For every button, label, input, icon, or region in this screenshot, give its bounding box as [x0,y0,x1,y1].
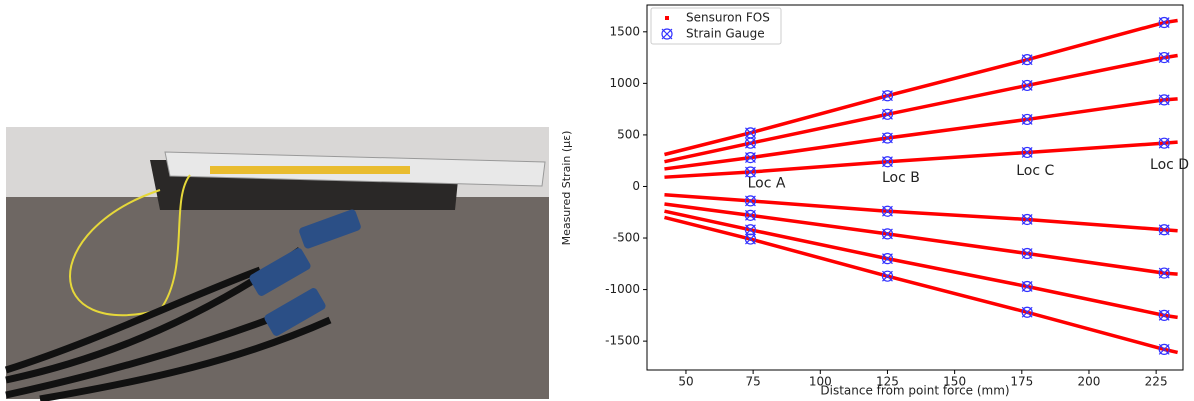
y-tick-label: 500 [617,127,640,141]
fos-line [664,192,1178,233]
x-tick-label: 100 [809,375,832,389]
strain-gauge-marker [1158,343,1170,355]
strain-gauge-marker [744,166,757,178]
strain-gauge-marker [744,195,757,207]
annotation: Loc A [748,175,786,191]
legend-swatch [665,16,669,20]
connector [249,248,311,296]
legend-label: Sensuron FOS [686,11,770,25]
y-axis-label: Measured Strain (με) [560,131,573,246]
fos-line [664,97,1178,171]
strain-gauge-marker [1021,146,1033,158]
strain-gauge-marker [744,209,757,221]
fos-line [664,140,1178,179]
x-tick-label: 200 [1078,375,1101,389]
fos-line [664,215,1179,355]
strain-gauge-marker [1021,247,1033,260]
annotation: Loc D [1150,157,1189,173]
strain-gauge-marker [1158,17,1170,29]
strain-gauge-marker [881,270,894,282]
fos-line [664,53,1178,164]
tape [210,166,410,174]
y-tick-label: 1000 [609,76,640,90]
strain-gauge-marker [744,127,757,139]
strain-gauge-marker [1021,213,1033,225]
strain-gauge-marker [881,132,894,144]
fiber-cable [69,174,191,317]
x-tick-label: 125 [876,375,899,389]
strain-gauge-marker [1158,52,1170,64]
strain-gauge-marker [1158,267,1170,279]
plot-frame [646,4,1184,371]
x-tick-label: 150 [943,375,966,389]
strain-gauge-marker [1158,137,1170,149]
x-tick-label: 175 [1010,375,1033,389]
strain-gauge-marker [1021,54,1033,66]
legend-box [650,7,782,45]
y-tick-label: -500 [613,231,640,245]
y-tick-label: 0 [632,179,640,193]
legend: Sensuron FOS Strain Gauge [650,7,782,45]
cables [4,247,332,401]
strain-gauge-marker [1021,113,1033,125]
strain-gauge-marker [881,205,894,217]
photo [4,127,549,401]
strain-gauge-marker [881,253,894,265]
strain-gauge-marker [744,152,757,164]
x-tick-label: 75 [745,375,760,389]
legend-swatch [661,28,673,40]
legend-label: Strain Gauge [686,27,765,41]
strain-gauge-marker [1021,280,1033,293]
y-tick-label: -1500 [605,334,640,348]
fos-line [664,202,1178,276]
strain-gauge-marker [1158,224,1170,236]
fos-line [664,209,1178,320]
strain-gauge-marker [744,224,757,236]
strain-gauge-marker [881,90,894,102]
y-tick-label: -1000 [605,282,640,296]
strain-gauge-marker [744,137,757,149]
strain-gauge-marker [881,108,894,120]
strain-gauge-marker [1158,94,1170,106]
strain-gauge-marker [744,233,757,245]
strain-gauge-marker [1021,79,1033,91]
fos-line [664,18,1178,157]
x-tick-label: 50 [678,375,693,389]
strain-gauge-marker [881,228,894,240]
y-tick-label: 1500 [609,24,640,38]
connector [299,209,361,249]
annotation: Loc C [1016,163,1054,179]
x-axis-label: Distance from point force (mm) [820,384,1009,398]
x-tick-label: 225 [1145,375,1168,389]
connector [264,288,326,336]
strain-gauge-marker [1021,306,1033,318]
strain-gauge-marker [1158,309,1170,321]
strain-gauge-marker [881,156,894,168]
annotation: Loc B [882,170,920,186]
